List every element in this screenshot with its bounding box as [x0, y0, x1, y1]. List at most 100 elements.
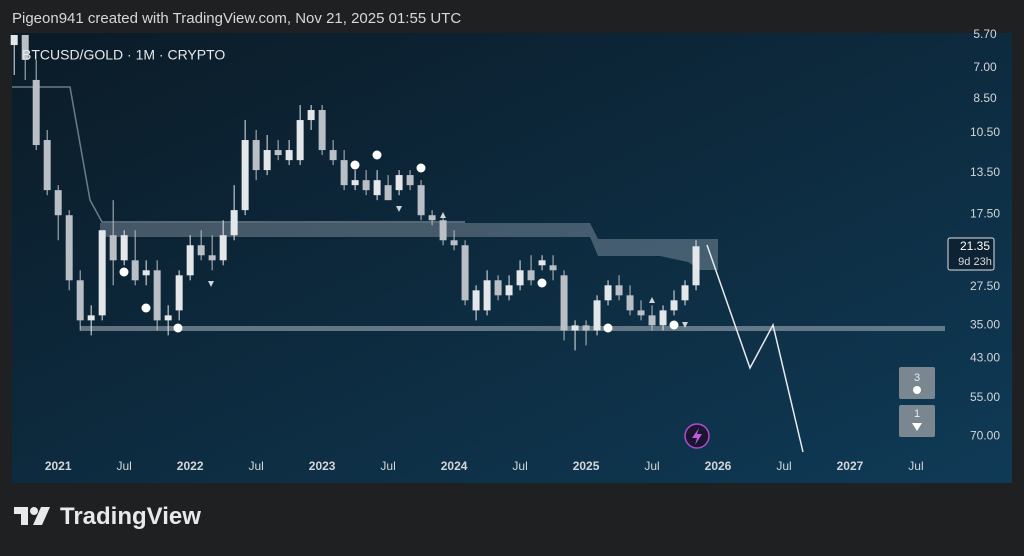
- candle-body: [241, 140, 249, 211]
- candle-body: [527, 270, 535, 281]
- x-tick-label: Jul: [644, 459, 659, 473]
- signal-box[interactable]: [899, 367, 935, 399]
- candle-body: [208, 255, 216, 261]
- signal-triangle-icon: [912, 423, 922, 431]
- x-tick-label: 2023: [309, 459, 336, 473]
- signal-count: 3: [914, 372, 920, 384]
- candle-body: [637, 310, 645, 316]
- signal-dot: [119, 267, 129, 277]
- signal-markers: [119, 150, 688, 333]
- candle-body: [428, 215, 436, 221]
- x-tick-label: 2022: [177, 459, 204, 473]
- candle-body: [153, 270, 161, 321]
- x-tick-label: Jul: [380, 459, 395, 473]
- candle-body: [417, 185, 425, 216]
- candle-body: [681, 285, 689, 301]
- candle-body: [307, 110, 315, 121]
- candle-body: [406, 175, 414, 186]
- last-price: 21.35: [960, 239, 990, 253]
- candle-body: [296, 120, 304, 161]
- countdown: 9d 23h: [958, 256, 992, 268]
- y-tick-label: 13.50: [970, 165, 1000, 179]
- candle-body: [329, 150, 337, 161]
- signal-count: 1: [914, 408, 920, 420]
- signal-box[interactable]: [899, 405, 935, 437]
- y-tick-label: 17.50: [970, 207, 1000, 221]
- candle-body: [461, 245, 469, 301]
- candle-body: [21, 34, 29, 60]
- candle-body: [230, 210, 238, 236]
- y-tick-label: 70.00: [970, 429, 1000, 443]
- candle-body: [670, 300, 678, 311]
- candle-body: [571, 325, 579, 331]
- candle-body: [10, 34, 18, 46]
- candle-body: [439, 220, 447, 241]
- x-tick-label: Jul: [908, 459, 923, 473]
- signal-dot: [603, 323, 613, 333]
- signal-dot: [416, 163, 426, 173]
- candle-body: [384, 185, 392, 201]
- signal-dot: [537, 278, 547, 288]
- plot-background: [12, 33, 1012, 483]
- candle-body: [76, 280, 84, 321]
- support-line: [80, 326, 945, 331]
- x-tick-label: Jul: [512, 459, 527, 473]
- candle-body: [87, 315, 95, 321]
- x-tick-label: Jul: [776, 459, 791, 473]
- candle-body: [285, 150, 293, 161]
- candle-body: [318, 110, 326, 151]
- candle-body: [648, 315, 656, 326]
- candle-body: [252, 140, 260, 171]
- header: Pigeon941 created with TradingView.com, …: [12, 10, 462, 27]
- signal-triangle: [649, 297, 655, 303]
- candle-body: [351, 180, 359, 186]
- candle-body: [505, 285, 513, 296]
- y-tick-label: 55.00: [970, 390, 1000, 404]
- y-tick-label: 8.50: [973, 91, 997, 105]
- candle-body: [472, 290, 480, 311]
- y-tick-label: 35.00: [970, 318, 1000, 332]
- candle-body: [538, 260, 546, 266]
- alert-icon[interactable]: [684, 423, 710, 449]
- signal-dot: [173, 323, 183, 333]
- candle-body: [175, 275, 183, 311]
- signal-triangle: [682, 322, 688, 328]
- candle-body: [109, 235, 117, 261]
- candle-body: [549, 265, 557, 271]
- signal-dot: [141, 303, 151, 313]
- y-tick-label: 7.00: [973, 60, 997, 74]
- brand-name: TradingView: [60, 503, 201, 530]
- candle-body: [142, 270, 150, 276]
- candle-body: [164, 315, 172, 321]
- candle-body: [219, 235, 227, 261]
- candle-body: [340, 160, 348, 186]
- y-tick-label: 27.50: [970, 279, 1000, 293]
- candle-body: [43, 140, 51, 191]
- candle-body: [626, 295, 634, 311]
- candle-body: [516, 270, 524, 286]
- x-tick-label: Jul: [248, 459, 263, 473]
- signal-triangle: [208, 281, 214, 287]
- y-tick-label: 10.50: [970, 125, 1000, 139]
- signal-dot: [350, 160, 360, 170]
- brand-logo: [14, 507, 50, 525]
- candle-body: [120, 235, 128, 261]
- candle-body: [593, 300, 601, 331]
- y-tick-label: 43.00: [970, 351, 1000, 365]
- cloud-band: [100, 223, 718, 270]
- signal-dot: [372, 150, 382, 160]
- baseline-line: [12, 86, 465, 223]
- candle-body: [494, 280, 502, 296]
- candle-body: [197, 245, 205, 256]
- candle-body: [692, 246, 700, 286]
- last-price-box: [947, 237, 995, 271]
- signal-dot-icon: [913, 386, 921, 394]
- signal-triangle: [440, 212, 446, 218]
- y-tick-label: 5.70: [973, 27, 997, 41]
- x-tick-label: 2027: [837, 459, 864, 473]
- candles: [10, 34, 700, 351]
- candle-body: [395, 175, 403, 191]
- candle-body: [483, 280, 491, 311]
